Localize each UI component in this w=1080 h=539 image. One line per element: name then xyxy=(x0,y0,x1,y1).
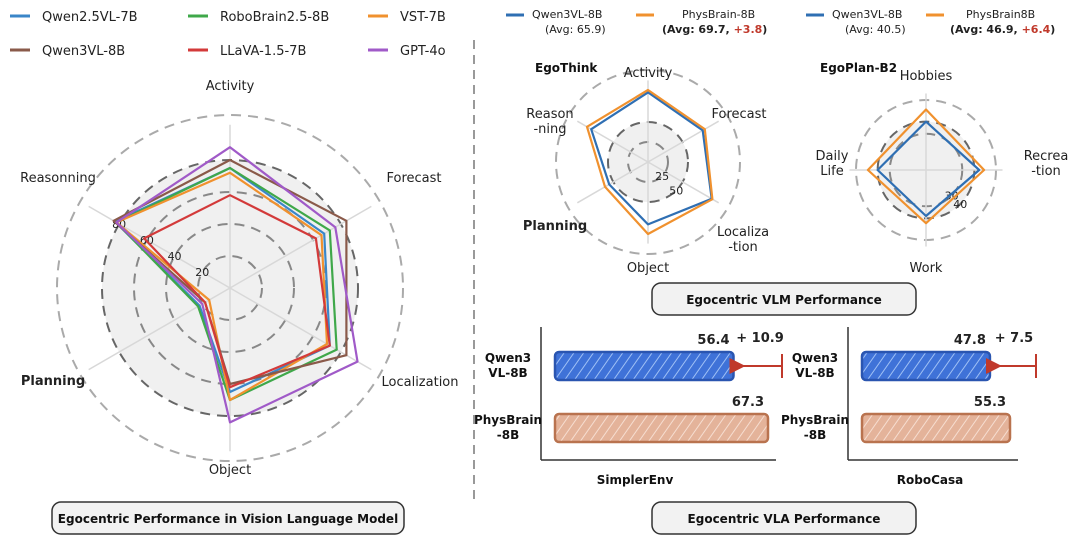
radar-spoke xyxy=(576,161,649,204)
legend-avg: (Avg: 65.9) xyxy=(545,23,606,36)
legend-item-vst: VST-7B xyxy=(368,10,446,25)
radar-axis-label: Planning xyxy=(21,374,85,389)
radar-axis-label: Work xyxy=(910,261,943,276)
legend-item-qwen25vl: Qwen2.5VL-7B xyxy=(10,10,138,25)
legend-label: Qwen3VL-8B xyxy=(532,8,602,21)
bar-0 xyxy=(860,350,992,382)
radar-axis-label: Localiza -tion xyxy=(717,225,769,255)
legend-label: RoboBrain2.5-8B xyxy=(220,10,329,25)
bar-value-label: 55.3 xyxy=(974,395,1006,410)
bar-category-label: PhysBrain -8B xyxy=(474,413,542,442)
bar-1 xyxy=(553,412,770,444)
radar-axis-label: Object xyxy=(627,261,669,276)
legend-item-robobrain: RoboBrain2.5-8B xyxy=(188,10,329,25)
bar-value-label: 47.8 xyxy=(954,333,986,348)
radar-spoke xyxy=(229,205,372,289)
delta-label: + 10.9 xyxy=(736,331,784,346)
radar-axis-label: Planning xyxy=(523,219,587,234)
radar-outer-ring xyxy=(56,114,404,462)
radar-spoke xyxy=(576,120,649,163)
series-polygon-PhysBrain-8B xyxy=(585,88,714,236)
radar-title: EgoPlan-B2 xyxy=(820,61,897,75)
bar-xlabel: RoboCasa xyxy=(897,473,963,487)
legend-label: LLaVA-1.5-7B xyxy=(220,44,306,59)
radar-tick-label: 25 xyxy=(655,170,669,183)
radar-tick-label: 40 xyxy=(953,198,967,211)
radar-grid-ring xyxy=(197,255,263,321)
series-polygon-PhysBrain8B xyxy=(866,108,986,225)
bar-category-label: Qwen3 VL-8B xyxy=(485,351,531,380)
radar-spoke xyxy=(88,205,231,289)
bar-0 xyxy=(553,350,735,382)
bar-chart-robocasa: 47.8 Qwen3 VL-8B 55.3 PhysBrain -8B + 7.5 RoboC… xyxy=(781,327,1037,487)
series-polygon-LLaVA-1.5-7B xyxy=(143,194,331,389)
radar-spoke xyxy=(88,287,231,371)
series-polygon-Qwen3VL-8B xyxy=(876,120,981,218)
series-polygon-Qwen3VL-8B xyxy=(590,91,713,226)
radar-spoke xyxy=(647,120,720,163)
radar-axis-label: Hobbies xyxy=(900,69,953,84)
radar-axis-label: Daily Life xyxy=(816,149,849,179)
legend-label: Qwen2.5VL-7B xyxy=(42,10,138,25)
right-legend-egothink: Qwen3VL-8B (Avg: 65.9) PhysBrain-8B (Avg… xyxy=(506,8,767,36)
bar-category-label: PhysBrain -8B xyxy=(781,413,849,442)
legend-item-llava: LLaVA-1.5-7B xyxy=(188,44,306,59)
radar-axis-label: Forecast xyxy=(386,171,441,186)
vla-title: Egocentric VLA Performance xyxy=(651,501,917,535)
legend-label: PhysBrain-8B xyxy=(682,8,755,21)
radar-spoke xyxy=(647,161,720,204)
series-polygon-GPT-4o xyxy=(115,146,359,424)
bar-value-label: 56.4 xyxy=(697,333,729,348)
radar-title: EgoThink xyxy=(535,61,598,75)
radar-outer-ring xyxy=(555,69,741,255)
delta-label: + 7.5 xyxy=(995,331,1033,346)
radar-chart-main: 20406080ActivityForecastLocalizationObje… xyxy=(20,79,458,478)
radar-axis-label: Object xyxy=(209,463,251,478)
radar-axis-label: Reason -ning xyxy=(526,107,573,137)
legend-label: GPT-4o xyxy=(400,44,446,59)
bar-value-label: 67.3 xyxy=(732,395,764,410)
legend-item-gpt4o: GPT-4o xyxy=(368,44,446,59)
radar-axis-label: Recrea -tion xyxy=(1024,149,1069,179)
radar-tick-label: 40 xyxy=(168,250,182,263)
left-panel-title-text: Egocentric Performance in Vision Languag… xyxy=(58,512,398,526)
legend-label: Qwen3VL-8B xyxy=(42,44,125,59)
legend-avg: (Avg: 46.9, +6.4) xyxy=(950,23,1055,36)
vlm-title: Egocentric VLM Performance xyxy=(651,282,917,316)
radar-axis-label: Activity xyxy=(206,79,255,94)
legend-avg: (Avg: 40.5) xyxy=(845,23,906,36)
radar-grid-ring xyxy=(165,223,295,353)
bar-xlabel: SimplerEnv xyxy=(597,473,674,487)
legend-label: Qwen3VL-8B xyxy=(832,8,902,21)
radar-axis-label: Forecast xyxy=(711,107,766,122)
radar-axis-label: Localization xyxy=(382,375,459,390)
radar-tick-label: 20 xyxy=(195,266,209,279)
vla-title-text: Egocentric VLA Performance xyxy=(688,512,881,526)
legend-item-qwen3vl: Qwen3VL-8B xyxy=(10,44,125,59)
radar-tick-label: 50 xyxy=(669,184,683,197)
left-panel-title: Egocentric Performance in Vision Languag… xyxy=(51,501,405,535)
bar-1 xyxy=(860,412,1012,444)
legend-avg: (Avg: 69.7, +3.8) xyxy=(662,23,767,36)
bar-category-label: Qwen3 VL-8B xyxy=(792,351,838,380)
legend-label: PhysBrain8B xyxy=(966,8,1035,21)
left-legend: Qwen2.5VL-7B RoboBrain2.5-8B VST-7B Qwen… xyxy=(10,10,446,59)
radar-axis-label: Activity xyxy=(624,66,673,81)
radar-tick-label: 30 xyxy=(945,190,959,203)
legend-label: VST-7B xyxy=(400,10,446,25)
vlm-title-text: Egocentric VLM Performance xyxy=(686,293,882,307)
radar-spoke xyxy=(229,287,372,371)
right-legend-egoplan: Qwen3VL-8B (Avg: 40.5) PhysBrain8B (Avg:… xyxy=(806,8,1055,36)
radar-axis-label: Reasonning xyxy=(20,171,96,186)
bar-chart-simplerenv: 56.4 Qwen3 VL-8B 67.3 PhysBrain -8B + 10.9 Simp… xyxy=(474,327,784,487)
